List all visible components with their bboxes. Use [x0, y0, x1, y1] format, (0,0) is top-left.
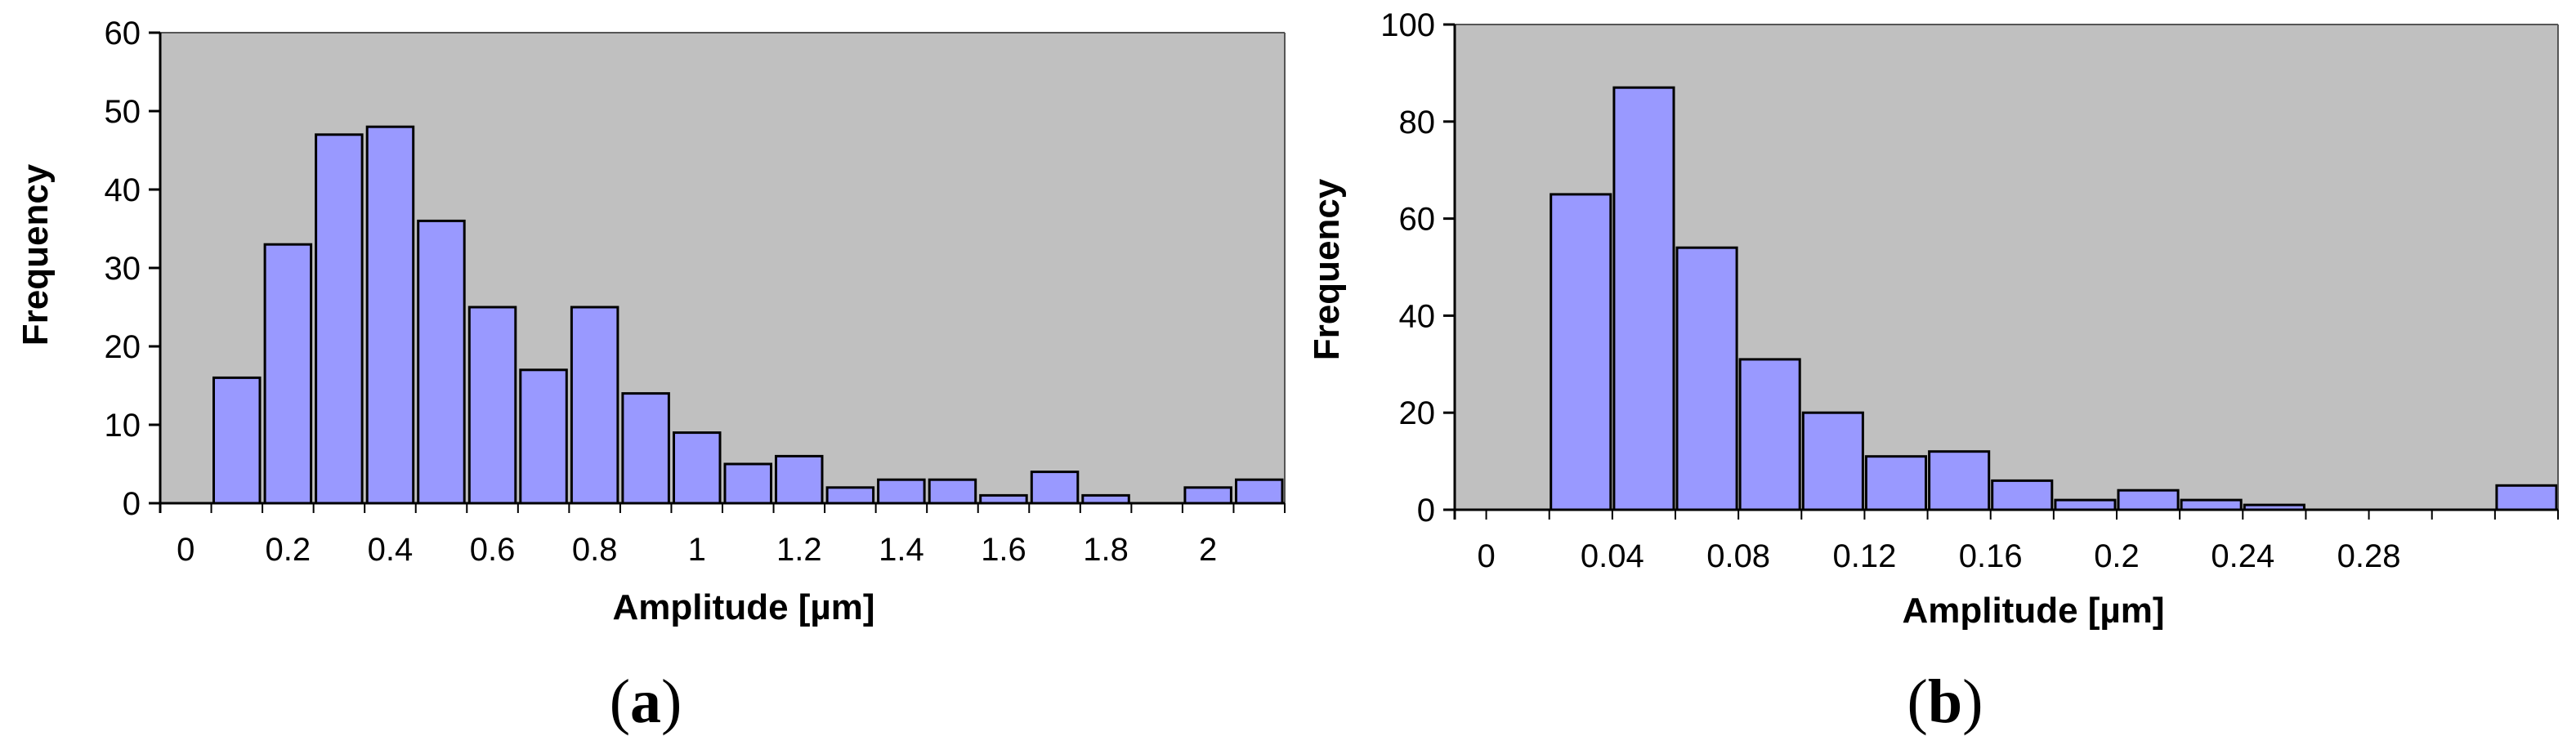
x-tick-label-a: 1.6: [981, 532, 1026, 568]
y-tick-label-b: 60: [1399, 202, 1436, 238]
bar-a: [212, 376, 262, 505]
y-tick-label-b: 40: [1399, 298, 1436, 334]
bar-a: [365, 125, 415, 505]
y-tick-label-a: 50: [105, 94, 141, 130]
bar-a: [775, 454, 824, 505]
x-tick-label-b: 0.24: [2211, 538, 2274, 574]
axes-b: [1443, 23, 2559, 520]
bar-b: [2180, 498, 2243, 511]
y-tick-label-a: 10: [105, 408, 141, 444]
x-tick-label-a: 2: [1199, 532, 1217, 568]
tick-labels-a: 0 10 20 30 40 50 60 0 0.2 0.4 0.6 0.8 1 1.2 1.4 1.6 1.8 2: [105, 16, 1218, 568]
bar-a: [1235, 478, 1284, 505]
panel-letter-a: a: [630, 667, 661, 736]
bar-a: [263, 243, 313, 505]
x-tick-label-b: 0.08: [1706, 538, 1770, 574]
bar-a: [1183, 486, 1232, 505]
x-tick-label-a: 0.8: [572, 532, 618, 568]
x-tick-label-a: 0.2: [266, 532, 311, 568]
bar-a: [673, 431, 722, 505]
x-tick-label-b: 0.28: [2337, 538, 2401, 574]
bar-a: [723, 462, 772, 505]
bar-a: [315, 133, 364, 505]
bar-b: [2495, 484, 2558, 511]
y-tick-label-a: 30: [105, 251, 141, 287]
bar-a: [467, 306, 517, 505]
panel-b: 0 20 40 60 80 100 0 0.04 0.08 0.12 0.16 0.2 0.24 0.28…: [1307, 7, 2559, 736]
y-tick-label-a: 20: [105, 329, 141, 365]
x-tick-label-b: 0.2: [2094, 538, 2140, 574]
bar-a: [621, 392, 670, 505]
y-tick-label-a: 60: [105, 16, 141, 51]
x-tick-label-a: 1: [688, 532, 706, 568]
bar-a: [570, 306, 619, 505]
bar-b: [1928, 450, 1991, 511]
bar-b: [1738, 358, 1801, 511]
y-axis-title-b: Frequency: [1307, 178, 1347, 360]
bar-a: [825, 486, 875, 505]
bars-b: [1550, 86, 2558, 511]
bar-a: [877, 478, 926, 505]
bar-a: [519, 368, 568, 505]
tick-labels-b: 0 20 40 60 80 100 0 0.04 0.08 0.12 0.16 0.2 0.24 0.28: [1380, 7, 2400, 574]
y-axis-title-a: Frequency: [16, 163, 56, 346]
x-tick-label-a: 0: [177, 532, 195, 568]
y-tick-label-b: 20: [1399, 395, 1436, 431]
bar-a: [417, 219, 466, 505]
panel-a: 0 10 20 30 40 50 60 0 0.2 0.4 0.6 0.8 1 1.2 1.4 1.6 1.8 2…: [16, 16, 1286, 736]
panel-letter-b: b: [1928, 667, 1962, 736]
panel-label-b: (b): [1907, 667, 1983, 736]
bar-b: [2054, 498, 2117, 511]
bar-b: [1991, 479, 2054, 511]
y-tick-label-a: 40: [105, 172, 141, 208]
x-tick-label-a: 1.4: [879, 532, 924, 568]
bar-b: [1864, 455, 1927, 511]
bar-b: [1675, 246, 1738, 511]
x-tick-label-b: 0: [1477, 538, 1495, 574]
y-tick-label-a: 0: [123, 486, 141, 522]
bar-b: [1550, 193, 1612, 511]
x-tick-label-a: 0.6: [470, 532, 516, 568]
x-tick-label-a: 1.2: [776, 532, 822, 568]
bar-a: [928, 478, 977, 505]
y-tick-label-b: 100: [1380, 7, 1435, 43]
bar-b: [1801, 411, 1864, 511]
x-tick-label-a: 1.8: [1083, 532, 1129, 568]
x-tick-label-b: 0.04: [1581, 538, 1644, 574]
x-tick-label-a: 0.4: [368, 532, 414, 568]
bars-a: [212, 125, 1284, 505]
bar-b: [1612, 86, 1675, 511]
x-tick-label-b: 0.12: [1832, 538, 1896, 574]
y-tick-label-b: 0: [1417, 493, 1435, 529]
bar-b: [2117, 489, 2180, 511]
x-axis-title-b: Amplitude [µm]: [1902, 591, 2164, 631]
x-axis-title-a: Amplitude [µm]: [612, 587, 874, 627]
panel-label-a: (a): [610, 667, 682, 736]
x-tick-label-b: 0.16: [1959, 538, 2023, 574]
axes-a: [149, 31, 1286, 513]
y-tick-label-b: 80: [1399, 105, 1436, 141]
bar-a: [1030, 471, 1080, 505]
